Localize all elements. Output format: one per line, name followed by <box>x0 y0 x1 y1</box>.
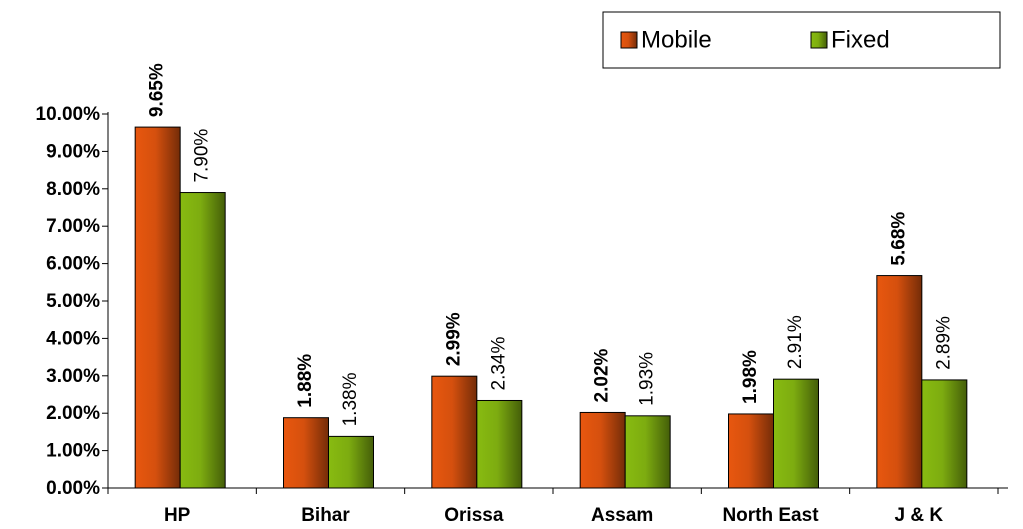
bar <box>328 435 374 489</box>
bar <box>728 413 774 489</box>
value-label: 2.89% <box>933 316 954 370</box>
legend: Mobile Fixed <box>602 11 1001 69</box>
x-tick-label: HP <box>164 505 191 526</box>
value-label: 2.34% <box>488 337 509 391</box>
value-label: 2.91% <box>785 315 806 369</box>
x-tick-label: Assam <box>591 505 653 526</box>
bar <box>431 375 478 489</box>
value-label: 2.02% <box>592 348 613 402</box>
value-label: 2.99% <box>443 312 464 366</box>
bar <box>283 417 329 489</box>
legend-swatch <box>620 31 638 49</box>
bar <box>179 192 226 489</box>
bar <box>579 411 626 489</box>
x-tick-label: Bihar <box>301 505 350 526</box>
legend-label: Mobile <box>641 26 712 53</box>
bar <box>134 126 181 489</box>
y-tick-label: 1.00% <box>46 441 100 462</box>
value-label: 1.38% <box>340 372 361 426</box>
x-tick-label: J & K <box>895 505 944 526</box>
y-tick-label: 2.00% <box>46 403 100 424</box>
value-label: 1.88% <box>295 354 316 408</box>
y-tick-label: 6.00% <box>46 254 100 275</box>
y-tick-label: 5.00% <box>46 291 100 312</box>
legend-label: Fixed <box>831 26 890 53</box>
value-label: 1.98% <box>740 350 761 404</box>
legend-swatch <box>810 31 828 49</box>
bar <box>876 275 923 489</box>
y-tick-label: 10.00% <box>36 104 101 125</box>
x-tick-label: Orissa <box>444 505 504 526</box>
value-label: 5.68% <box>888 212 909 266</box>
bar <box>476 399 523 489</box>
value-label: 1.93% <box>637 352 658 406</box>
value-label: 7.90% <box>192 129 213 183</box>
legend-box <box>602 11 1001 69</box>
y-tick-label: 0.00% <box>46 478 100 499</box>
y-tick-label: 3.00% <box>46 366 100 387</box>
bar <box>624 415 671 489</box>
value-label: 9.65% <box>147 63 168 117</box>
y-tick-label: 7.00% <box>46 216 100 237</box>
y-tick-label: 4.00% <box>46 328 100 349</box>
bar <box>921 379 968 489</box>
bar <box>773 378 819 489</box>
x-tick-label: North East <box>722 505 819 526</box>
y-tick-label: 9.00% <box>46 141 100 162</box>
y-tick-label: 8.00% <box>46 179 100 200</box>
